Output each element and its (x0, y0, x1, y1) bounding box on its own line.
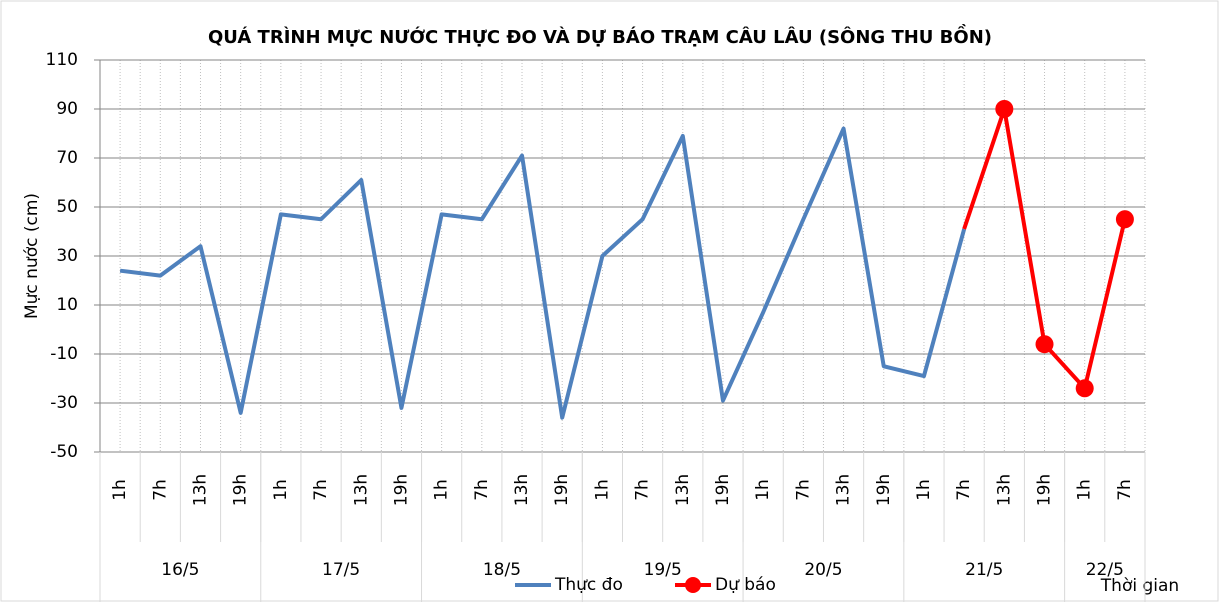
group-label: 17/5 (322, 560, 360, 580)
x-tick-label: 13h (512, 474, 532, 506)
x-tick-label: 7h (311, 479, 331, 501)
x-tick-label: 13h (673, 474, 693, 506)
x-tick-label: 7h (633, 479, 653, 501)
x-tick-label: 19h (874, 474, 894, 506)
group-label: 16/5 (161, 560, 199, 580)
x-tick-label: 1h (914, 479, 934, 501)
x-tick-label: 7h (954, 479, 974, 501)
x-tick-label: 19h (713, 474, 733, 506)
series-marker (1115, 210, 1134, 229)
y-tick-label: 70 (56, 148, 78, 168)
x-tick-label: 13h (834, 474, 854, 506)
y-axis-label: Mực nước (cm) (22, 193, 42, 319)
group-label: 22/5 (1086, 560, 1124, 580)
y-tick-label: 50 (56, 197, 78, 217)
y-tick-label: 10 (56, 295, 78, 315)
x-tick-label: 7h (1115, 479, 1135, 501)
x-tick-label: 19h (231, 474, 251, 506)
x-tick-label: 7h (150, 479, 170, 501)
legend-label: Thực đo (554, 575, 623, 595)
x-tick-label: 1h (1075, 479, 1095, 501)
group-label: 18/5 (483, 560, 521, 580)
group-label: 20/5 (804, 560, 842, 580)
x-axis-label: Thời gian (1100, 576, 1179, 596)
x-tick-label: 7h (472, 479, 492, 501)
y-tick-label: -10 (50, 344, 78, 364)
x-tick-label: 13h (351, 474, 371, 506)
x-tick-label: 1h (271, 479, 291, 501)
y-tick-label: 90 (56, 99, 78, 119)
x-tick-label: 1h (753, 479, 773, 501)
x-tick-label: 19h (552, 474, 572, 506)
chart-title: QUÁ TRÌNH MỰC NƯỚC THỰC ĐO VÀ DỰ BÁO TRẠ… (208, 24, 992, 48)
x-tick-label: 1h (110, 479, 130, 501)
x-tick-label: 1h (432, 479, 452, 501)
y-tick-label: 30 (56, 246, 78, 266)
x-tick-label: 13h (190, 474, 210, 506)
series-line (119, 126, 967, 420)
x-tick-label: 19h (391, 474, 411, 506)
x-tick-label: 19h (1035, 474, 1055, 506)
y-tick-label: 110 (46, 50, 78, 70)
series-marker (1075, 379, 1094, 398)
x-tick-label: 1h (592, 479, 612, 501)
legend-marker (685, 577, 701, 593)
y-tick-label: -30 (50, 393, 78, 413)
x-tick-label: 7h (793, 479, 813, 501)
x-tick-label: 13h (994, 474, 1014, 506)
legend-label: Dự báo (715, 575, 776, 595)
y-tick-label: -50 (50, 442, 78, 462)
series-marker (1035, 335, 1054, 354)
series-marker (995, 100, 1014, 118)
group-label: 21/5 (965, 560, 1003, 580)
group-label: 19/5 (644, 560, 682, 580)
